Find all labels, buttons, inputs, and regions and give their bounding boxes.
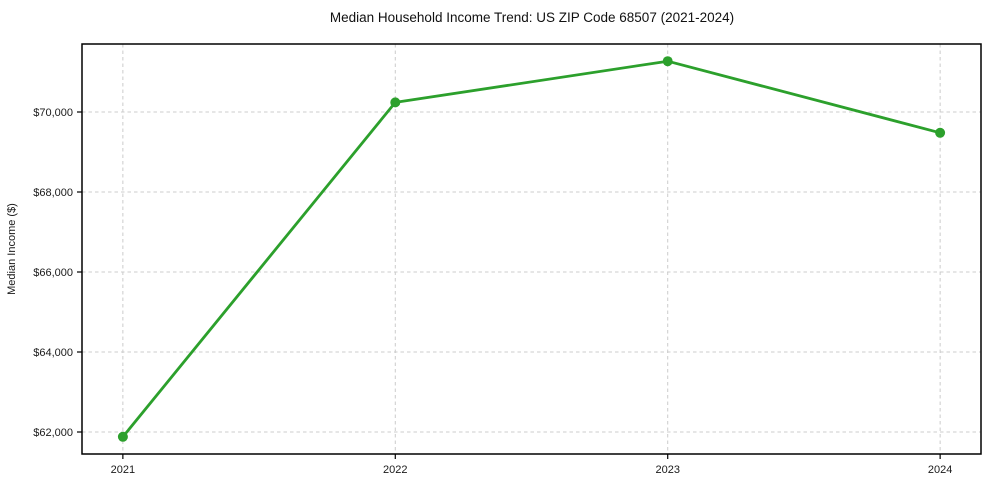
y-tick-labels: $62,000 $64,000 $66,000 $68,000 $70,000 <box>33 107 73 439</box>
chart-title: Median Household Income Trend: US ZIP Co… <box>330 10 734 25</box>
data-point-marker <box>662 56 673 67</box>
y-tick-label: $68,000 <box>33 187 73 199</box>
data-point-marker <box>390 97 401 108</box>
gridlines <box>82 44 981 454</box>
y-tick-label: $66,000 <box>33 267 73 279</box>
income-line-series <box>117 56 946 442</box>
data-point-marker <box>935 127 946 138</box>
y-tick-label: $70,000 <box>33 107 73 119</box>
x-tick-labels: 2021 2022 2023 2024 <box>111 464 953 476</box>
data-point-marker <box>117 431 128 442</box>
y-tick-label: $62,000 <box>33 427 73 439</box>
y-tick-label: $64,000 <box>33 347 73 359</box>
plot-border <box>81 43 982 455</box>
x-tick-label: 2023 <box>655 464 679 476</box>
x-tick-label: 2022 <box>383 464 407 476</box>
x-tick-label: 2024 <box>928 464 952 476</box>
x-tick-label: 2021 <box>111 464 135 476</box>
trend-line <box>121 59 942 439</box>
y-axis-label: Median Income ($) <box>6 203 18 295</box>
axis-ticks <box>77 111 941 459</box>
